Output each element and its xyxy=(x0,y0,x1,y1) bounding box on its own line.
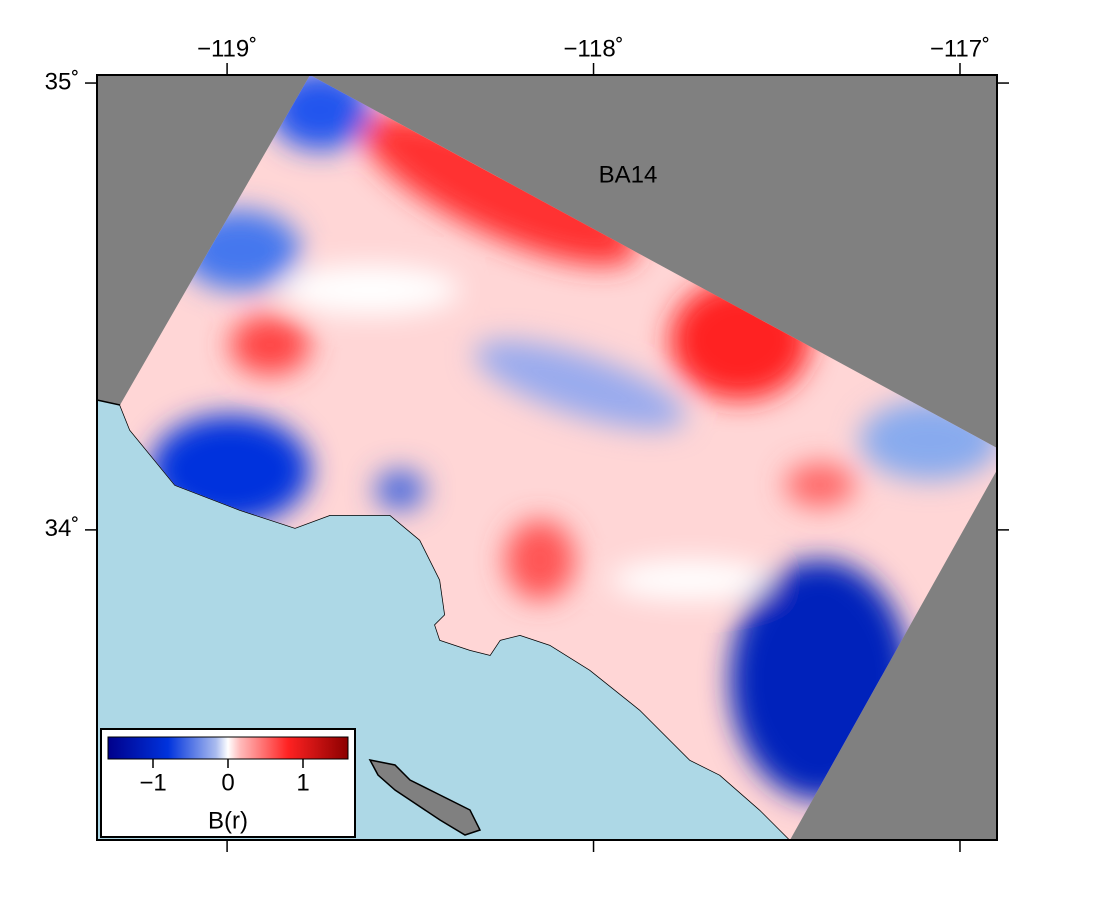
y-tick-label: 35˚ xyxy=(45,68,80,95)
map-frame xyxy=(96,74,998,841)
map-title: BA14 xyxy=(599,161,658,188)
y-tick-label: 34˚ xyxy=(45,515,80,542)
x-tick-label: −119˚ xyxy=(197,35,257,62)
colorbar xyxy=(107,736,349,760)
x-tick-label: −117˚ xyxy=(930,35,990,62)
island xyxy=(368,758,482,836)
x-tick-label: −118˚ xyxy=(563,35,623,62)
colorbar-tick-label: 0 xyxy=(221,769,234,796)
colorbar-tick-label: 1 xyxy=(296,769,309,796)
colorbar-label: B(r) xyxy=(208,807,248,834)
colorbar-tick-label: −1 xyxy=(139,769,166,796)
